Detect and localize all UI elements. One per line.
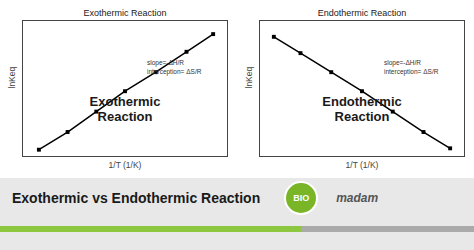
svg-text:slope=-ΔH/Rinterception= ΔS/R: slope=-ΔH/Rinterception= ΔS/R (147, 59, 202, 76)
svg-text:Exothermic Reaction: Exothermic Reaction (83, 8, 166, 18)
svg-text:slope=-ΔH/Rinterception= ΔS/R: slope=-ΔH/Rinterception= ΔS/R (384, 59, 439, 76)
html-text:Exothermic vs Endothermic Reac: Exothermic vs Endothermic Reaction (12, 190, 261, 206)
svg-text:ExothermicReaction: ExothermicReaction (90, 94, 161, 124)
svg-text:lnKeq: lnKeq (244, 66, 254, 88)
html-text:madam: madam (336, 191, 379, 205)
svg-text:Endothermic Reaction: Endothermic Reaction (318, 8, 407, 18)
svg-text:lnKeq: lnKeq (7, 66, 17, 88)
html-text:BIO: BIO (293, 193, 310, 203)
svg-text:1/T (1/K): 1/T (1/K) (109, 160, 142, 170)
svg-text:EndothermicReaction: EndothermicReaction (322, 94, 401, 124)
svg-text:1/T (1/K): 1/T (1/K) (346, 160, 379, 170)
